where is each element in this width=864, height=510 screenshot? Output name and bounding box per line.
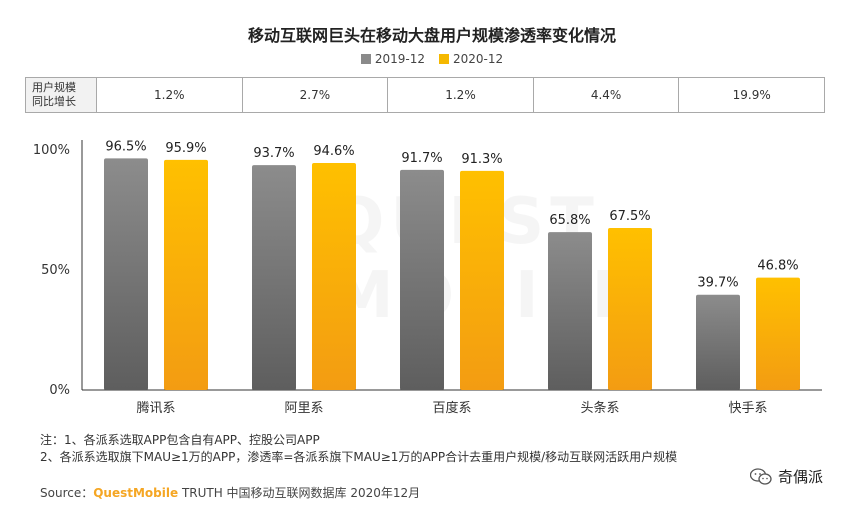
y-tick-label: 50% xyxy=(41,263,70,278)
bar-2020-12-百度系 xyxy=(460,170,504,390)
source-prefix: Source： xyxy=(40,486,94,500)
x-tick-label: 腾讯系 xyxy=(136,400,175,416)
legend-swatch-2019 xyxy=(360,54,371,64)
y-tick-label: 0% xyxy=(49,383,70,398)
data-label: 67.5% xyxy=(609,209,650,224)
data-label: 91.3% xyxy=(461,152,502,167)
source-brand: QuestMobile xyxy=(93,486,179,500)
growth-cell: 19.9% xyxy=(732,88,771,102)
growth-cell: 4.4% xyxy=(534,78,680,112)
bar-2019-12-快手系 xyxy=(696,294,740,390)
x-tick-label: 头条系 xyxy=(580,400,619,416)
data-label: 96.5% xyxy=(105,139,146,154)
x-tick-label: 阿里系 xyxy=(284,401,323,416)
bar-2020-12-快手系 xyxy=(756,277,800,390)
data-label: 94.6% xyxy=(313,144,354,159)
data-label: 46.8% xyxy=(757,259,798,274)
wechat-icon xyxy=(750,467,772,485)
growth-table: 用户规模 同比增长 1.2% 2.7% 1.2% 4.4% 19.9% xyxy=(25,77,825,113)
legend-item-2020: 2020-12 xyxy=(439,52,503,66)
growth-table-header: 用户规模 同比增长 xyxy=(26,78,97,112)
data-label: 93.7% xyxy=(253,146,294,161)
data-label: 65.8% xyxy=(549,213,590,228)
chart-notes: 注：1、各派系选取APP包含自有APP、控股公司APP 2、各派系选取旗下MAU… xyxy=(40,432,677,466)
chart-title: 移动互联网巨头在移动大盘用户规模渗透率变化情况 xyxy=(247,26,616,45)
bar-2019-12-阿里系 xyxy=(252,165,296,390)
note-line-2: 2、各派系选取旗下MAU≥1万的APP，渗透率=各派系旗下MAU≥1万的APP合… xyxy=(40,450,678,464)
bar-2020-12-头条系 xyxy=(608,228,652,390)
legend-label-2020: 2020-12 xyxy=(453,52,504,66)
bar-2019-12-腾讯系 xyxy=(104,158,148,390)
x-tick-label: 百度系 xyxy=(432,400,471,416)
bar-2020-12-阿里系 xyxy=(312,162,356,390)
bar-2019-12-头条系 xyxy=(548,232,592,390)
legend-item-2019: 2019-12 xyxy=(360,52,425,66)
data-label: 91.7% xyxy=(401,151,442,166)
growth-cell: 1.2% xyxy=(97,78,243,112)
source-suffix: TRUTH 中国移动互联网数据库 2020年12月 xyxy=(178,486,421,500)
data-label: 95.9% xyxy=(165,141,206,156)
bar-2019-12-百度系 xyxy=(400,169,444,390)
growth-cell: 2.7% xyxy=(243,78,389,112)
wechat-label: 奇偶派 xyxy=(778,468,824,486)
legend: 2019-12 2020-12 xyxy=(0,52,864,66)
legend-label-2019: 2019-12 xyxy=(374,52,425,66)
bar-2020-12-腾讯系 xyxy=(164,159,208,390)
growth-cell: 1.2% xyxy=(388,78,534,112)
wechat-badge: 奇偶派 xyxy=(744,464,830,489)
data-label: 39.7% xyxy=(697,276,738,291)
x-tick-label: 快手系 xyxy=(728,401,767,416)
growth-header-line2: 同比增长 xyxy=(32,95,76,108)
y-tick-label: 100% xyxy=(33,143,70,158)
growth-header-line1: 用户规模 xyxy=(32,81,76,94)
bar-chart: 0% 50% 100% 96.5% 95.9% 腾讯系 93.7% 94.6% 阿里系 91.7%… xyxy=(33,139,822,416)
source-line: Source：QuestMobile TRUTH 中国移动互联网数据库 2020… xyxy=(40,484,420,501)
note-line-1: 注：1、各派系选取APP包含自有APP、控股公司APP xyxy=(40,433,320,447)
legend-swatch-2020 xyxy=(439,54,449,64)
